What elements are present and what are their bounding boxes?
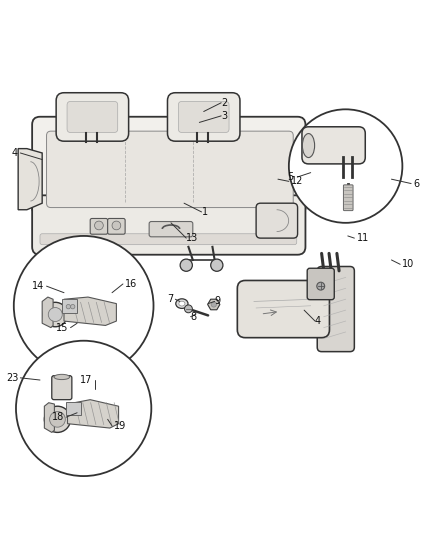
Ellipse shape	[179, 301, 185, 306]
Text: 5: 5	[287, 172, 293, 182]
Text: 14: 14	[32, 281, 44, 291]
Text: 12: 12	[291, 176, 304, 187]
Circle shape	[95, 221, 103, 230]
Circle shape	[44, 406, 71, 432]
FancyBboxPatch shape	[52, 376, 72, 400]
Circle shape	[99, 259, 112, 271]
Circle shape	[184, 305, 192, 313]
FancyBboxPatch shape	[237, 280, 329, 338]
Text: 15: 15	[56, 322, 68, 333]
Text: 19: 19	[114, 421, 127, 431]
FancyBboxPatch shape	[149, 222, 193, 237]
Text: 8: 8	[191, 312, 197, 322]
FancyBboxPatch shape	[108, 219, 125, 234]
FancyBboxPatch shape	[302, 127, 365, 164]
FancyBboxPatch shape	[40, 234, 297, 245]
Text: 9: 9	[215, 296, 221, 306]
Text: 3: 3	[221, 111, 227, 121]
Text: 16: 16	[125, 279, 138, 289]
Circle shape	[14, 236, 153, 376]
Text: 1: 1	[201, 207, 208, 217]
Ellipse shape	[176, 299, 188, 309]
Text: 13: 13	[186, 233, 198, 243]
Polygon shape	[42, 297, 53, 328]
Circle shape	[16, 341, 151, 476]
FancyBboxPatch shape	[32, 195, 305, 255]
FancyBboxPatch shape	[167, 93, 240, 141]
Circle shape	[49, 411, 65, 427]
Text: 17: 17	[80, 375, 92, 385]
FancyBboxPatch shape	[307, 268, 334, 300]
FancyBboxPatch shape	[67, 101, 118, 133]
Polygon shape	[44, 403, 54, 432]
FancyBboxPatch shape	[256, 203, 297, 238]
Polygon shape	[64, 297, 117, 326]
Circle shape	[48, 308, 62, 321]
Text: 18: 18	[52, 412, 64, 422]
FancyBboxPatch shape	[56, 93, 129, 141]
Circle shape	[72, 259, 85, 271]
Circle shape	[211, 259, 223, 271]
Text: 4: 4	[12, 148, 18, 158]
FancyBboxPatch shape	[62, 299, 77, 313]
FancyBboxPatch shape	[32, 117, 305, 215]
Circle shape	[289, 109, 403, 223]
Text: 6: 6	[413, 179, 420, 189]
FancyBboxPatch shape	[46, 131, 293, 207]
Circle shape	[66, 304, 71, 309]
FancyBboxPatch shape	[90, 219, 108, 234]
FancyBboxPatch shape	[317, 266, 354, 352]
FancyBboxPatch shape	[66, 402, 81, 415]
Circle shape	[112, 221, 121, 230]
Circle shape	[211, 302, 216, 307]
Polygon shape	[18, 149, 42, 210]
Circle shape	[317, 282, 325, 290]
Text: 2: 2	[221, 98, 227, 108]
Circle shape	[71, 304, 75, 309]
Circle shape	[180, 259, 192, 271]
FancyBboxPatch shape	[178, 101, 229, 133]
FancyBboxPatch shape	[343, 185, 353, 211]
Text: 4: 4	[315, 316, 321, 326]
Ellipse shape	[302, 134, 314, 158]
Text: 10: 10	[403, 260, 415, 269]
Polygon shape	[67, 400, 119, 428]
Ellipse shape	[54, 374, 70, 379]
Text: 11: 11	[357, 233, 369, 243]
Text: 7: 7	[167, 294, 173, 304]
Text: 23: 23	[6, 373, 18, 383]
Circle shape	[43, 302, 67, 327]
